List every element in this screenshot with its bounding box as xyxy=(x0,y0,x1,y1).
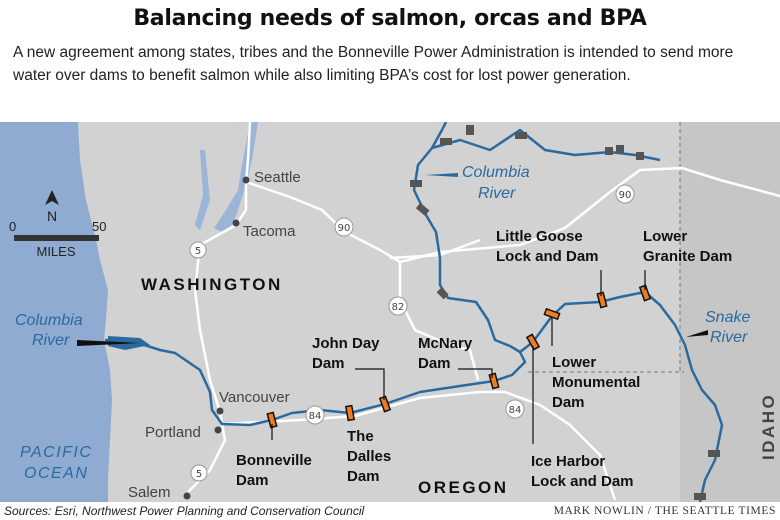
dam-the-dalles-label: Dalles xyxy=(347,448,391,465)
svg-text:5: 5 xyxy=(195,246,201,257)
svg-text:5: 5 xyxy=(196,469,202,480)
shield-i84-east: 84 xyxy=(505,399,525,419)
other-dams xyxy=(410,125,720,500)
columbia-river-lower xyxy=(104,338,527,427)
scale-bar: N 0 50 MILES xyxy=(9,190,106,259)
dam-ice-harbor-marker xyxy=(525,333,541,351)
dam-lower-granite-label: Granite Dam xyxy=(643,248,732,265)
state-washington: WASHINGTON xyxy=(141,275,283,294)
columbia-west-label-1: Columbia xyxy=(15,312,83,329)
snake-river xyxy=(519,290,724,502)
snake-label-1: Snake xyxy=(705,309,750,326)
shield-i90-east: 90 xyxy=(615,184,635,204)
dam-ice-harbor-label: Ice Harbor xyxy=(531,453,605,470)
city-vancouver: Vancouver xyxy=(219,389,290,406)
hood-canal xyxy=(195,150,210,230)
dam-lower-granite-marker xyxy=(638,284,652,302)
city-tacoma: Tacoma xyxy=(243,223,296,240)
columbia-west-pointer xyxy=(77,340,140,346)
snake-pointer xyxy=(686,330,708,337)
dam-lower-monumental-label: Monumental xyxy=(552,374,640,391)
dam-little-goose-label: Little Goose xyxy=(496,228,583,245)
page-title: Balancing needs of salmon, orcas and BPA xyxy=(133,6,647,31)
road-i84 xyxy=(221,390,617,501)
pacific-ocean xyxy=(0,122,112,502)
svg-text:84: 84 xyxy=(509,405,522,416)
svg-text:0: 0 xyxy=(9,219,16,234)
highway-shields: 5 5 90 90 82 84 84 xyxy=(189,184,635,482)
sources: Sources: Esri, Northwest Power Planning … xyxy=(4,504,365,518)
dam-the-dalles-marker xyxy=(344,404,356,422)
idaho-land xyxy=(680,122,780,502)
city-seattle: Seattle xyxy=(254,169,301,186)
state-idaho: IDAHO xyxy=(759,393,778,460)
dam-the-dalles-label: Dam xyxy=(347,468,380,485)
columbia-west-label-2: River xyxy=(32,332,70,349)
dam-john-day-leader xyxy=(355,368,385,400)
rivers xyxy=(104,122,724,502)
dam-john-day-label: John Day xyxy=(312,335,380,352)
puget-sound xyxy=(214,122,258,232)
dam-lower-monumental-marker xyxy=(543,307,561,321)
svg-text:50: 50 xyxy=(92,219,106,234)
svg-text:90: 90 xyxy=(619,190,632,201)
columbia-river-east xyxy=(431,128,661,162)
svg-text:90: 90 xyxy=(338,223,351,234)
city-salem: Salem xyxy=(128,484,171,501)
svg-text:N: N xyxy=(47,208,57,224)
shield-i84-west: 84 xyxy=(305,405,325,425)
dam-mcnary-label: Dam xyxy=(418,355,451,372)
dam-lower-monumental-label: Dam xyxy=(552,394,585,411)
subtitle: A new agreement among states, tribes and… xyxy=(13,44,734,84)
dam-mcnary-leader xyxy=(458,368,493,378)
columbia-north-pointer xyxy=(425,173,458,177)
dam-mcnary-label: McNary xyxy=(418,335,473,352)
svg-text:84: 84 xyxy=(309,411,322,422)
shield-i90-west: 90 xyxy=(334,217,354,237)
dam-bonneville-marker xyxy=(266,411,278,429)
road-i90 xyxy=(245,166,780,264)
svg-text:82: 82 xyxy=(392,302,405,313)
cities: Seattle Tacoma Vancouver Portland Salem xyxy=(128,169,301,501)
columbia-river-upper xyxy=(412,122,511,348)
dam-bonneville-label: Dam xyxy=(236,472,269,489)
columbia-north-label-1: Columbia xyxy=(462,164,530,181)
shield-i5-north: 5 xyxy=(189,241,207,259)
snake-label-2: River xyxy=(710,329,748,346)
city-portland: Portland xyxy=(145,424,201,441)
shield-i5-south: 5 xyxy=(190,464,208,482)
credit: MARK NOWLIN / THE SEATTLE TIMES xyxy=(553,505,776,517)
dam-lower-monumental-label: Lower xyxy=(552,354,596,371)
pacific-label-2: OCEAN xyxy=(24,465,88,482)
dam-little-goose-marker xyxy=(596,291,608,309)
state-oregon: OREGON xyxy=(418,478,509,497)
north-arrow-icon xyxy=(45,190,59,205)
dam-bonneville-label: Bonneville xyxy=(236,452,312,469)
dam-lower-granite-label: Lower xyxy=(643,228,687,245)
dam-the-dalles-label: The xyxy=(347,428,374,445)
pacific-label-1: PACIFIC xyxy=(20,444,92,461)
land xyxy=(0,122,780,502)
road-i82 xyxy=(398,262,480,381)
svg-text:MILES: MILES xyxy=(36,244,75,259)
columbia-north-label-2: River xyxy=(478,185,516,202)
shield-i82: 82 xyxy=(388,296,408,316)
dam-john-day-marker xyxy=(378,395,392,413)
dam-ice-harbor-label: Lock and Dam xyxy=(531,473,634,490)
dam-john-day-label: Dam xyxy=(312,355,345,372)
map: 5 5 90 90 82 84 84 Seattle Tacoma Vancou… xyxy=(0,122,780,502)
dam-little-goose-label: Lock and Dam xyxy=(496,248,599,265)
